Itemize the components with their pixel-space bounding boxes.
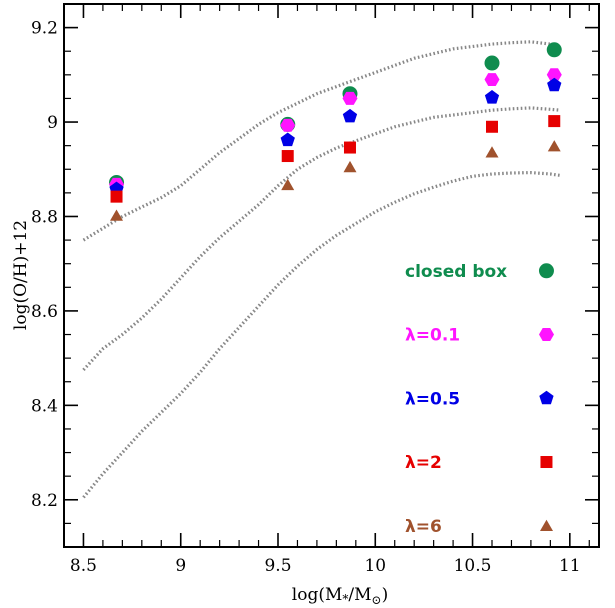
x-axis-label-star: * xyxy=(342,592,348,606)
y-tick-label: 8.8 xyxy=(31,207,58,227)
plot-frame xyxy=(63,3,600,548)
point-series-4 xyxy=(281,150,294,163)
legend-marker-5 xyxy=(540,519,553,531)
model-curve-3 xyxy=(82,171,561,499)
point-series-5 xyxy=(547,140,561,152)
legend-label-1: closed box xyxy=(405,262,507,282)
legend-label-5: λ=6 xyxy=(405,517,442,537)
x-axis-label-rest: /M xyxy=(348,585,371,605)
point-series-3 xyxy=(280,132,295,147)
point-series-4 xyxy=(486,120,498,133)
y-axis-label: log(O/H)+12 xyxy=(11,220,31,330)
point-series-4 xyxy=(343,141,356,154)
legend-marker-1 xyxy=(538,263,554,279)
x-axis-label: log(M*/M⊙) xyxy=(292,585,388,607)
x-axis-label-close: ) xyxy=(382,585,389,605)
point-series-2 xyxy=(484,73,500,86)
point-series-3 xyxy=(484,90,500,104)
data-points xyxy=(109,42,562,221)
point-series-4 xyxy=(110,190,123,203)
point-series-2 xyxy=(546,68,562,82)
legend-marker-3 xyxy=(539,390,554,405)
model-curve-1 xyxy=(82,40,561,242)
model-curves xyxy=(82,40,561,499)
x-tick-label: 10.5 xyxy=(454,556,492,576)
x-tick-label: 9 xyxy=(175,556,186,576)
legend-marker-4 xyxy=(540,456,553,469)
legend-label-2: λ=0.1 xyxy=(405,326,460,346)
legend: closed box λ=0.1 λ=0.5 λ=2 λ=6 xyxy=(405,262,554,537)
point-series-2 xyxy=(280,118,296,132)
legend-label-3: λ=0.5 xyxy=(405,389,460,409)
point-series-3 xyxy=(342,108,358,123)
y-tick-label: 8.4 xyxy=(31,396,58,416)
legend-label-4: λ=2 xyxy=(405,453,442,473)
point-series-5 xyxy=(343,160,357,173)
axes: 8.5 9 9.5 10 10.5 11 8.2 8.4 8.6 8.8 9 9.2 xyxy=(31,3,600,576)
y-tick-label: 9.2 xyxy=(31,19,58,39)
point-series-1 xyxy=(484,55,500,71)
point-series-5 xyxy=(281,178,295,191)
x-axis-label-sun: ⊙ xyxy=(372,593,382,607)
x-tick-label: 8.5 xyxy=(70,556,97,576)
legend-marker-2 xyxy=(539,328,554,341)
point-series-3 xyxy=(547,77,562,92)
y-tick-label: 9 xyxy=(47,113,58,133)
point-series-2 xyxy=(342,91,358,105)
point-series-1 xyxy=(546,42,562,58)
point-series-5 xyxy=(485,146,499,158)
x-tick-label: 11 xyxy=(559,556,581,576)
point-series-5 xyxy=(110,209,123,221)
x-tick-label: 10 xyxy=(364,556,386,576)
point-series-4 xyxy=(548,115,561,128)
x-tick-label: 9.5 xyxy=(264,556,291,576)
y-tick-label: 8.6 xyxy=(31,302,58,322)
y-tick-label: 8.2 xyxy=(31,491,58,511)
